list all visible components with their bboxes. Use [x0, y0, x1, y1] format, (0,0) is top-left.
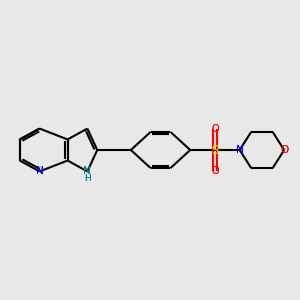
- Circle shape: [236, 146, 244, 154]
- Text: S: S: [211, 143, 219, 157]
- Text: N: N: [36, 167, 43, 176]
- Text: O: O: [280, 145, 288, 155]
- Text: S: S: [211, 143, 219, 157]
- Text: O: O: [211, 167, 219, 176]
- Text: H: H: [84, 174, 91, 183]
- Text: H: H: [84, 174, 91, 183]
- Circle shape: [211, 167, 219, 176]
- Text: N: N: [236, 145, 244, 155]
- Text: N: N: [83, 167, 91, 176]
- Circle shape: [35, 167, 44, 176]
- Circle shape: [211, 146, 219, 154]
- Text: O: O: [211, 124, 219, 134]
- Text: O: O: [280, 145, 288, 155]
- Text: N: N: [36, 167, 43, 176]
- Circle shape: [280, 146, 289, 154]
- Circle shape: [211, 124, 219, 133]
- Text: N: N: [83, 167, 91, 176]
- Text: N: N: [236, 145, 244, 155]
- Circle shape: [83, 167, 92, 176]
- Text: O: O: [211, 167, 219, 176]
- Text: O: O: [211, 124, 219, 134]
